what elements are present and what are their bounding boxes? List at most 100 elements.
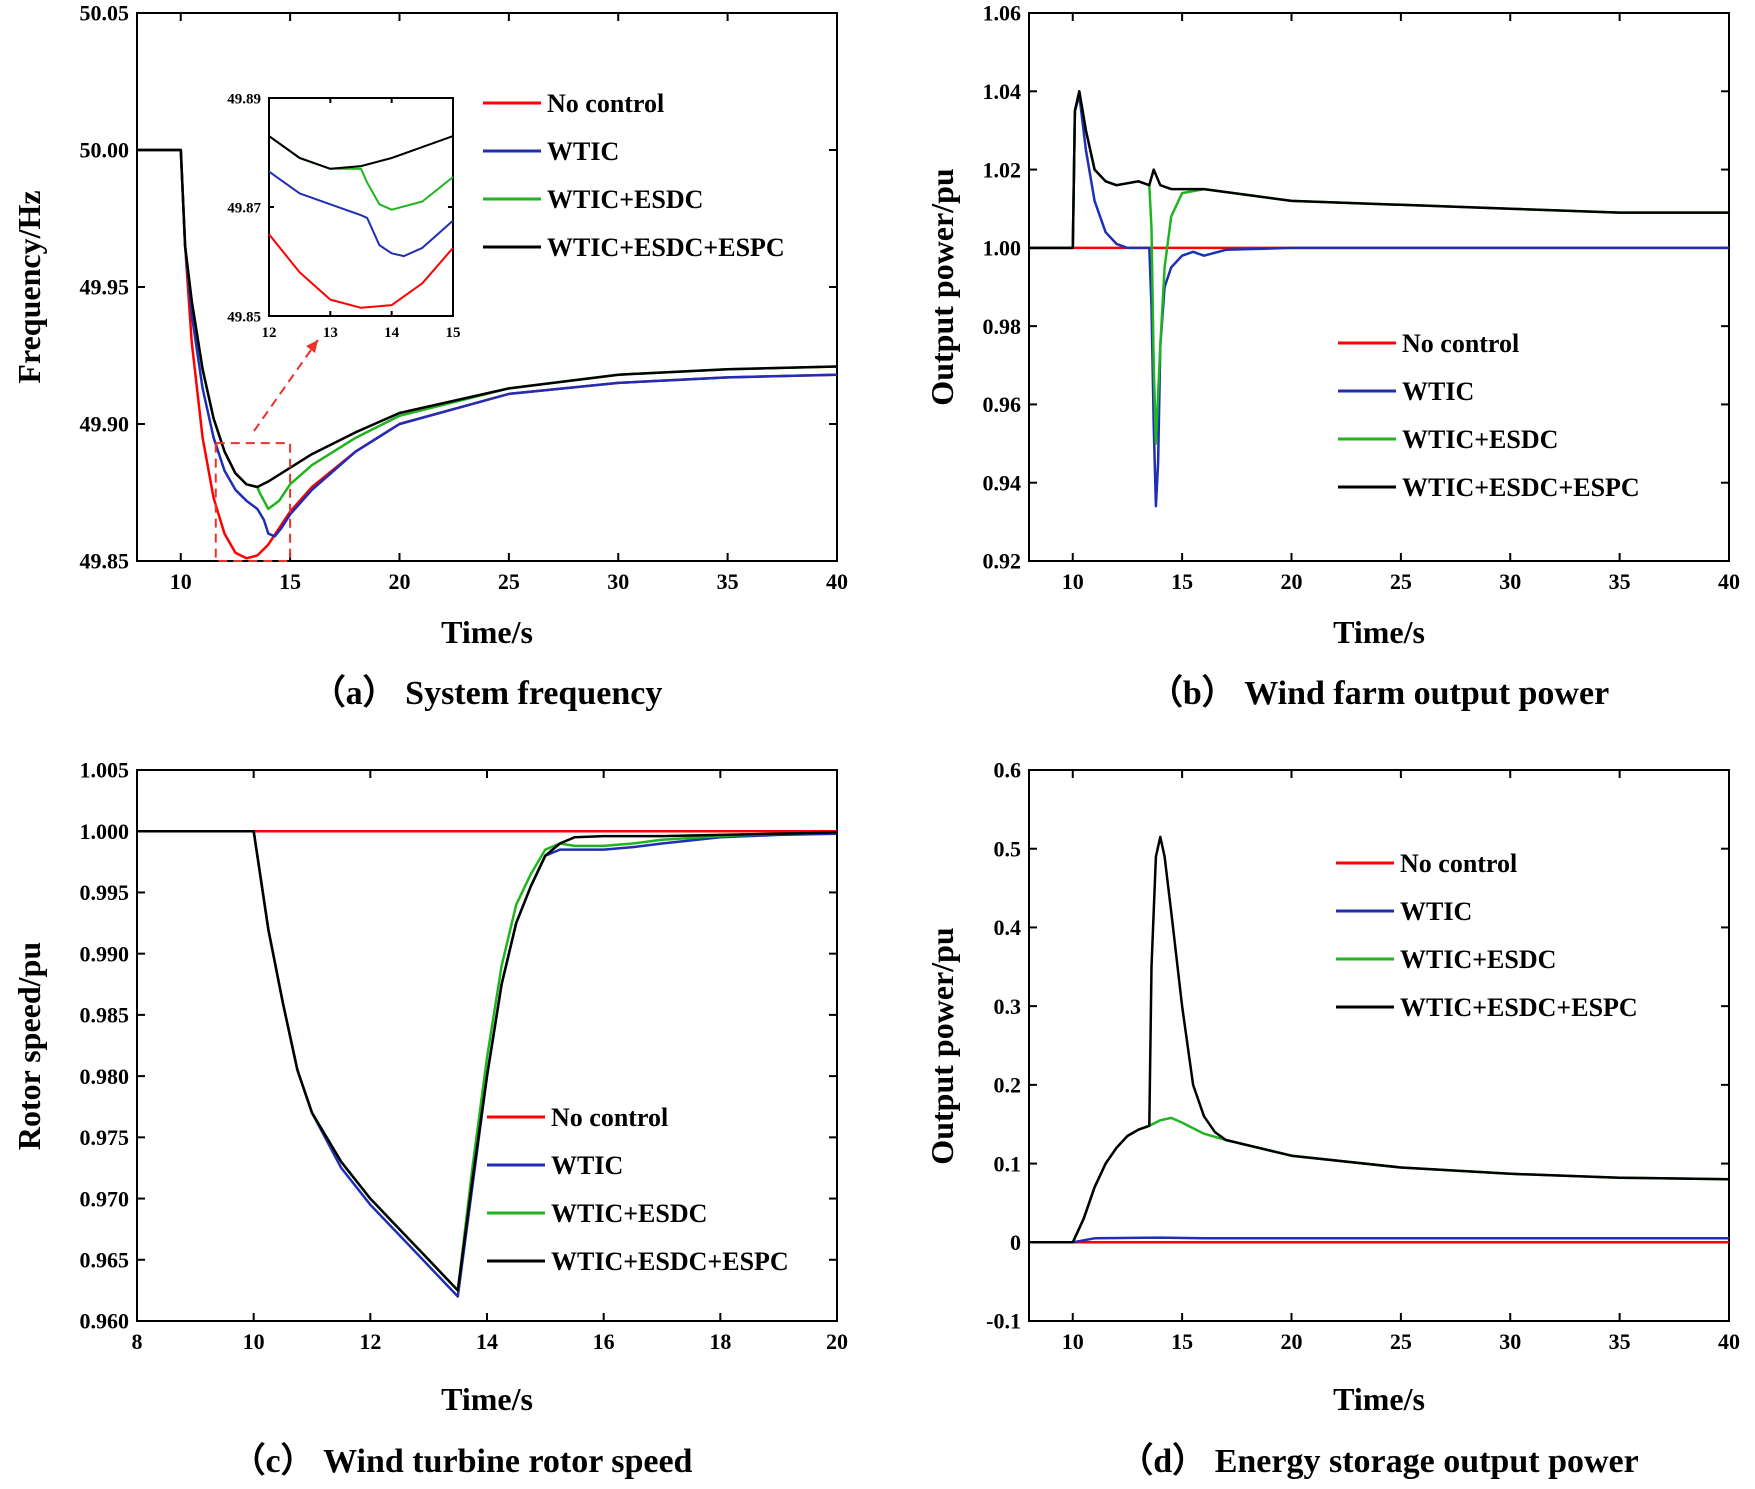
inset-lines xyxy=(268,135,454,309)
y-tick-label: 0.995 xyxy=(80,880,130,905)
y-tick-label: 0.965 xyxy=(80,1247,130,1272)
x-tick-label: 25 xyxy=(1390,569,1412,594)
y-tick-label: 0 xyxy=(1010,1230,1021,1255)
legend: No control WTIC WTIC+ESDC WTIC+ESDC+ESPC xyxy=(487,1103,789,1276)
legend-label-wtic: WTIC xyxy=(1400,897,1472,926)
legend-label-wtic-esdc-espc: WTIC+ESDC+ESPC xyxy=(1400,993,1638,1022)
x-tick-label: 16 xyxy=(593,1329,615,1354)
x-tick-label: 20 xyxy=(1281,569,1303,594)
legend-label-no-control: No control xyxy=(551,1103,668,1132)
y-axis-label: Output power/pu xyxy=(924,927,960,1164)
axis-ticks: 10 15 20 25 30 35 40 0.92 0.94 0.96 0.98 1.00 1.02 1.… xyxy=(983,1,1741,594)
legend: No control WTIC WTIC+ESDC WTIC+ESDC+ESPC xyxy=(1338,329,1640,502)
x-tick-label: 40 xyxy=(826,569,848,594)
y-tick-label: 0.990 xyxy=(80,941,130,966)
zoom-arrow xyxy=(253,339,319,432)
y-tick-label: 1.02 xyxy=(983,157,1022,182)
series-line-wtic-esdc-espc xyxy=(1029,90,1729,250)
panel-title: （c） Wind turbine rotor speed xyxy=(232,1441,693,1480)
x-tick-label: 10 xyxy=(170,569,192,594)
y-tick-label: 0.960 xyxy=(80,1309,130,1334)
y-tick-label: 1.000 xyxy=(80,819,130,844)
x-tick-label: 13 xyxy=(323,325,338,341)
x-tick-label: 30 xyxy=(607,569,629,594)
x-tick-label: 40 xyxy=(1718,569,1740,594)
inset-frame xyxy=(268,97,454,317)
legend-label-wtic-esdc: WTIC+ESDC xyxy=(547,185,703,214)
legend-label-wtic-esdc-espc: WTIC+ESDC+ESPC xyxy=(547,233,785,262)
series-line-wtic-esdc-espc xyxy=(1029,835,1730,1244)
x-axis-label: Time/s xyxy=(1333,614,1425,650)
x-tick-label: 40 xyxy=(1718,1329,1740,1354)
legend-label-wtic-esdc: WTIC+ESDC xyxy=(551,1199,707,1228)
x-tick-label: 12 xyxy=(359,1329,381,1354)
plot-lines xyxy=(137,148,838,560)
x-tick-label: 25 xyxy=(498,569,520,594)
y-tick-label: 49.95 xyxy=(80,275,130,300)
plot-frame xyxy=(136,769,838,1322)
y-tick-label: 0.985 xyxy=(80,1003,130,1028)
y-tick-label: 0.94 xyxy=(983,470,1022,495)
x-tick-label: 35 xyxy=(1609,1329,1631,1354)
x-tick-label: 20 xyxy=(389,569,411,594)
y-tick-label: 1.04 xyxy=(983,79,1022,104)
legend: No control WTIC WTIC+ESDC WTIC+ESDC+ESPC xyxy=(1336,849,1638,1022)
y-tick-label: 0.96 xyxy=(983,392,1022,417)
y-axis-label: Frequency/Hz xyxy=(11,190,47,383)
legend-label-wtic: WTIC xyxy=(1402,377,1474,406)
plot-lines xyxy=(137,829,838,1298)
x-axis-label: Time/s xyxy=(441,614,533,650)
legend-label-wtic-esdc: WTIC+ESDC xyxy=(1402,425,1558,454)
legend-label-wtic: WTIC xyxy=(551,1151,623,1180)
zoom-arrowhead xyxy=(306,340,318,353)
x-tick-label: 10 xyxy=(1062,1329,1084,1354)
y-tick-label: -0.1 xyxy=(986,1309,1021,1334)
plot-frame xyxy=(1028,12,1730,562)
zoom-highlight-box xyxy=(214,442,292,562)
inset-ticks: 12 13 14 15 49.85 49.87 49.89 xyxy=(227,91,460,341)
axis-ticks: 8 10 12 14 16 18 20 0.960 0.965 0.970 0.975 0.980 0.… xyxy=(80,758,849,1354)
x-axis-label: Time/s xyxy=(441,1381,533,1417)
y-tick-label: 0.6 xyxy=(994,758,1022,783)
y-axis-label: Rotor speed/pu xyxy=(11,942,47,1150)
y-tick-label: 0.98 xyxy=(983,314,1022,339)
legend-label-wtic-esdc: WTIC+ESDC xyxy=(1400,945,1556,974)
legend-label-wtic-esdc-espc: WTIC+ESDC+ESPC xyxy=(551,1247,789,1276)
y-tick-label: 49.89 xyxy=(227,91,261,107)
legend-label-no-control: No control xyxy=(1402,329,1519,358)
x-tick-label: 12 xyxy=(262,325,277,341)
axis-ticks: 10 15 20 25 30 35 40 49.85 49.90 49.95 50.00 50.05 xyxy=(80,1,849,594)
x-tick-label: 25 xyxy=(1390,1329,1412,1354)
panel-title: （b） Wind farm output power xyxy=(1149,673,1609,712)
panel-energy-storage-output-power: 10 15 20 25 30 35 40 -0.1 0 0.1 0.2 0.3 0.4 0.5 0.6 No… xyxy=(924,758,1740,1480)
legend-label-wtic: WTIC xyxy=(547,137,619,166)
x-tick-label: 10 xyxy=(243,1329,265,1354)
x-tick-label: 10 xyxy=(1062,569,1084,594)
x-tick-label: 14 xyxy=(476,1329,498,1354)
y-tick-label: 0.92 xyxy=(983,549,1022,574)
series-line-wtic-esdc-espc xyxy=(137,148,838,489)
legend-label-wtic-esdc-espc: WTIC+ESDC+ESPC xyxy=(1402,473,1640,502)
panel-title: （d） Energy storage output power xyxy=(1119,1441,1638,1480)
y-tick-label: 1.00 xyxy=(983,236,1022,261)
x-tick-label: 18 xyxy=(709,1329,731,1354)
series-line-no-control xyxy=(268,233,454,309)
y-tick-label: 0.4 xyxy=(994,915,1022,940)
axis-ticks: 10 15 20 25 30 35 40 -0.1 0 0.1 0.2 0.3 0.4 0.5 0.6 xyxy=(986,758,1740,1354)
y-tick-label: 0.2 xyxy=(994,1073,1022,1098)
y-tick-label: 49.85 xyxy=(80,549,130,574)
x-tick-label: 15 xyxy=(1171,1329,1193,1354)
panel-wind-farm-output-power: 10 15 20 25 30 35 40 0.92 0.94 0.96 0.98 1.00 1.02 1.… xyxy=(924,1,1740,712)
y-tick-label: 1.06 xyxy=(983,1,1022,26)
y-tick-label: 49.90 xyxy=(80,412,130,437)
series-line-wtic xyxy=(137,148,838,538)
legend-label-no-control: No control xyxy=(1400,849,1517,878)
series-line-wtic-esdc-espc xyxy=(268,135,454,170)
y-tick-label: 0.975 xyxy=(80,1125,130,1150)
zoom-inset: 12 13 14 15 49.85 49.87 49.89 xyxy=(227,91,460,341)
y-tick-label: 0.5 xyxy=(994,836,1022,861)
x-tick-label: 30 xyxy=(1499,569,1521,594)
x-tick-label: 20 xyxy=(1281,1329,1303,1354)
x-tick-label: 15 xyxy=(1171,569,1193,594)
